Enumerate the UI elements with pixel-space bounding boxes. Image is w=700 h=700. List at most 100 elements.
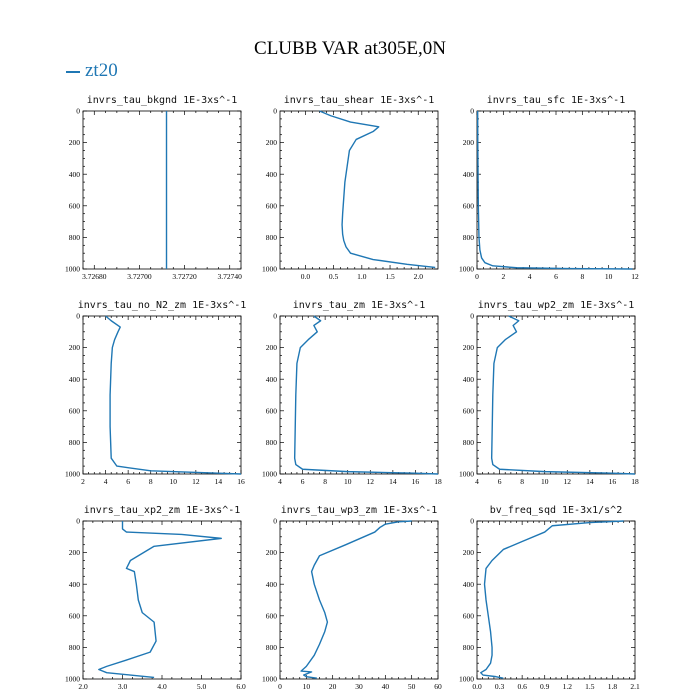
y-tick-label: 0 bbox=[76, 312, 80, 321]
y-tick-label: 800 bbox=[69, 438, 81, 447]
x-tick-label: 50 bbox=[408, 682, 416, 691]
y-tick-label: 1000 bbox=[262, 675, 277, 684]
y-tick-label: 1000 bbox=[65, 675, 80, 684]
y-tick-label: 600 bbox=[266, 611, 278, 620]
x-tick-label: 14 bbox=[586, 477, 594, 486]
y-tick-label: 800 bbox=[266, 233, 278, 242]
y-tick-label: 200 bbox=[266, 343, 278, 352]
x-tick-label: 40 bbox=[382, 682, 390, 691]
y-tick-label: 800 bbox=[69, 233, 81, 242]
subplot-1: invrs_tau_bkgnd 1E-3xs^-1 0 200 400 600 800 10… bbox=[65, 95, 242, 281]
y-tick-label: 200 bbox=[463, 138, 475, 147]
series-line bbox=[300, 520, 412, 679]
y-tick-label: 0 bbox=[273, 107, 277, 116]
plot-frame bbox=[82, 110, 242, 270]
x-tick-label: 12 bbox=[367, 477, 375, 486]
y-tick-label: 600 bbox=[69, 611, 81, 620]
x-tick-label: 6 bbox=[301, 477, 305, 486]
subplot-8: invrs_tau_wp3_zm 1E-3xs^-102004006008001… bbox=[262, 505, 442, 691]
y-tick-label: 800 bbox=[266, 438, 278, 447]
x-tick-label: 0 bbox=[278, 682, 282, 691]
x-tick-label: 8 bbox=[520, 477, 524, 486]
y-tick-label: 400 bbox=[69, 375, 81, 384]
x-tick-label: 16 bbox=[609, 477, 617, 486]
subplot-title: invrs_tau_xp2_zm 1E-3xs^-1 bbox=[84, 505, 241, 516]
y-tick-label: 800 bbox=[69, 643, 81, 652]
plot-frame bbox=[279, 520, 439, 680]
x-tick-label: 0.3 bbox=[495, 682, 505, 691]
subplot-9: bv_freq_sqd 1E-3x1/s^2020040060080010000… bbox=[459, 505, 640, 691]
x-tick-label: 2.1 bbox=[630, 682, 640, 691]
y-tick-label: 400 bbox=[69, 170, 81, 179]
x-tick-label: 12 bbox=[564, 477, 572, 486]
y-tick-label: 0 bbox=[470, 312, 474, 321]
x-tick-label: 10 bbox=[170, 477, 178, 486]
x-tick-label: 3.0 bbox=[118, 682, 128, 691]
x-tick-label: 1.0 bbox=[357, 272, 367, 281]
x-tick-label: 4 bbox=[475, 477, 479, 486]
x-tick-label: 6 bbox=[126, 477, 130, 486]
y-tick-label: 800 bbox=[463, 233, 475, 242]
series-line bbox=[293, 315, 439, 475]
y-tick-label: 400 bbox=[463, 375, 475, 384]
x-tick-label: 2 bbox=[81, 477, 85, 486]
x-tick-label: 10 bbox=[605, 272, 613, 281]
x-tick-label: 5.0 bbox=[197, 682, 207, 691]
y-tick-label: 800 bbox=[266, 643, 278, 652]
x-tick-label: 2 bbox=[501, 272, 505, 281]
y-tick-label: 200 bbox=[463, 343, 475, 352]
x-tick-label: 12 bbox=[631, 272, 639, 281]
x-tick-label: 0.0 bbox=[301, 272, 311, 281]
plot-frame bbox=[476, 315, 636, 475]
legend: zt20 bbox=[66, 60, 118, 82]
y-tick-label: 400 bbox=[463, 170, 475, 179]
y-tick-label: 1000 bbox=[459, 470, 474, 479]
x-tick-label: 4 bbox=[528, 272, 532, 281]
subplot-title: invrs_tau_zm 1E-3xs^-1 bbox=[293, 300, 425, 311]
subplot-7: invrs_tau_xp2_zm 1E-3xs^-1 0 200 400 600 800 1… bbox=[65, 505, 246, 691]
y-tick-label: 200 bbox=[69, 343, 81, 352]
x-tick-label: 10 bbox=[541, 477, 549, 486]
y-tick-label: 0 bbox=[76, 517, 80, 526]
series-line bbox=[476, 110, 633, 270]
subplot-title: invrs_tau_bkgnd 1E-3xs^-1 bbox=[87, 95, 238, 106]
subplot-title: invrs_tau_no_N2_zm 1E-3xs^-1 bbox=[78, 300, 247, 311]
x-tick-label: 6 bbox=[554, 272, 558, 281]
y-tick-label: 1000 bbox=[262, 265, 277, 274]
x-tick-label: 10 bbox=[344, 477, 352, 486]
y-tick-label: 600 bbox=[463, 201, 475, 210]
y-tick-label: 0 bbox=[470, 517, 474, 526]
x-tick-label: 14 bbox=[215, 477, 223, 486]
y-tick-label: 400 bbox=[266, 580, 278, 589]
subplot-title: bv_freq_sqd 1E-3x1/s^2 bbox=[490, 505, 622, 516]
x-tick-label: 18 bbox=[631, 477, 639, 486]
x-tick-label: 4.0 bbox=[157, 682, 167, 691]
series-line bbox=[480, 520, 624, 679]
plot-frame bbox=[476, 520, 636, 680]
y-tick-label: 200 bbox=[463, 548, 475, 557]
y-tick-label: 600 bbox=[266, 406, 278, 415]
y-tick-label: 1000 bbox=[65, 470, 80, 479]
x-tick-label: 1.8 bbox=[608, 682, 618, 691]
plot-frame bbox=[82, 315, 242, 475]
x-tick-label: 0.0 bbox=[472, 682, 482, 691]
series-line bbox=[105, 315, 242, 475]
y-tick-label: 800 bbox=[463, 438, 475, 447]
y-tick-label: 600 bbox=[463, 406, 475, 415]
y-tick-label: 0 bbox=[76, 107, 80, 116]
x-tick-label: 3.72680 bbox=[82, 272, 107, 281]
x-tick-label: 12 bbox=[192, 477, 200, 486]
x-tick-label: 3.72740 bbox=[218, 272, 243, 281]
x-tick-label: 16 bbox=[237, 477, 245, 486]
legend-line-icon bbox=[66, 70, 80, 73]
subplot-3: invrs_tau_sfc 1E-3xs^-1 0 200 400 600 800 1000… bbox=[459, 95, 639, 281]
y-tick-label: 0 bbox=[470, 107, 474, 116]
subplot-6: invrs_tau_wp2_zm 1E-3xs^-1 0 200 400 600 800 1… bbox=[459, 300, 639, 486]
y-tick-label: 1000 bbox=[459, 675, 474, 684]
x-tick-label: 0 bbox=[475, 272, 479, 281]
y-tick-label: 1000 bbox=[262, 470, 277, 479]
subplot-2: invrs_tau_shear 1E-3xs^-1 0 200 400 600 800 10… bbox=[262, 95, 439, 281]
y-tick-label: 200 bbox=[69, 548, 81, 557]
x-tick-label: 30 bbox=[355, 682, 363, 691]
